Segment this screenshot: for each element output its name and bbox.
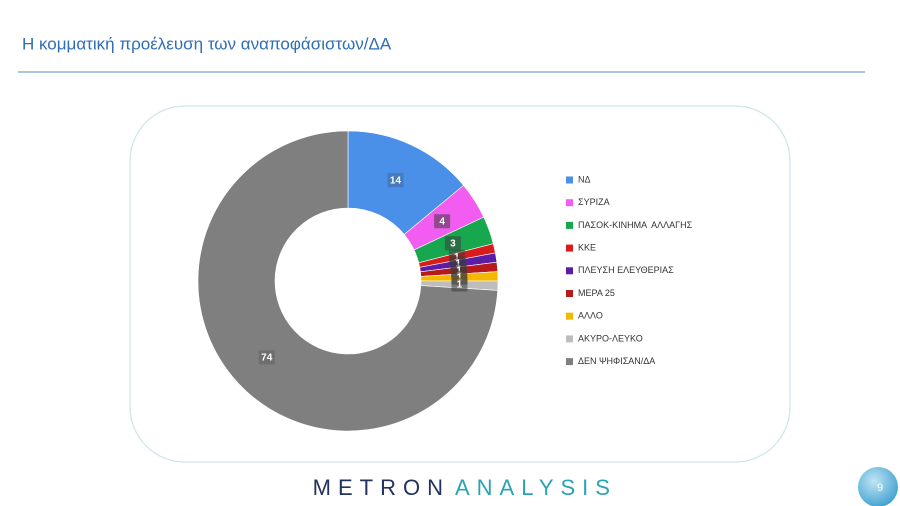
data-label: 1 xyxy=(457,280,463,291)
legend-label: ΠΛΕΥΣΗ ΕΛΕΥΘΕΡΙΑΣ xyxy=(578,265,674,275)
data-label-box xyxy=(387,173,404,188)
chart-frame xyxy=(129,105,791,463)
page-number: 9 xyxy=(877,482,883,494)
data-label: 14 xyxy=(390,175,402,186)
legend: ΝΔ ΣΥΡΙΖΑ ΠΑΣΟΚ-ΚΙΝΗΜΑ ΑΛΛΑΓΗΣ ΚΚΕ ΠΛΕΥΣΗ ΕΛ… xyxy=(566,174,693,366)
legend-swatch xyxy=(566,312,573,320)
data-label-box xyxy=(258,350,275,365)
slide-title: Η κομματική προέλευση των αναποφάσιστων/… xyxy=(22,34,392,53)
legend-swatch xyxy=(566,176,573,184)
data-label-box xyxy=(444,236,461,251)
legend-label: ΣΥΡΙΖΑ xyxy=(578,197,610,207)
legend-swatch xyxy=(566,290,573,297)
brand-right: ANALYSIS xyxy=(455,475,617,500)
legend-swatch xyxy=(566,267,573,275)
data-label: 3 xyxy=(450,238,456,249)
donut-chart: 14431111174 xyxy=(197,130,499,432)
logo: METRON ANALYSIS xyxy=(313,475,617,500)
legend-swatch xyxy=(566,199,573,207)
legend-label: ΑΛΛΟ xyxy=(578,311,603,321)
legend-label: ΑΚΥΡΟ-ΛΕΥΚΟ xyxy=(578,333,643,343)
brand-left: METRON xyxy=(313,475,450,500)
data-label-box xyxy=(434,214,451,229)
data-label-box xyxy=(451,277,468,292)
data-label: 74 xyxy=(261,352,273,363)
legend-label: ΠΑΣΟΚ-ΚΙΝΗΜΑ ΑΛΛΑΓΗΣ xyxy=(578,220,693,230)
legend-swatch xyxy=(566,335,573,343)
legend-label: ΔΕΝ ΨΗΦΙΣΑΝ/ΔΑ xyxy=(578,356,655,366)
legend-swatch xyxy=(566,358,573,366)
legend-swatch xyxy=(566,221,573,229)
page-badge xyxy=(858,467,898,506)
legend-swatch xyxy=(566,244,573,252)
legend-label: ΝΔ xyxy=(578,174,591,184)
legend-label: ΜΕΡΑ 25 xyxy=(578,288,615,298)
legend-label: ΚΚΕ xyxy=(578,242,596,252)
donut-segment xyxy=(197,130,499,432)
data-label: 4 xyxy=(439,216,445,227)
